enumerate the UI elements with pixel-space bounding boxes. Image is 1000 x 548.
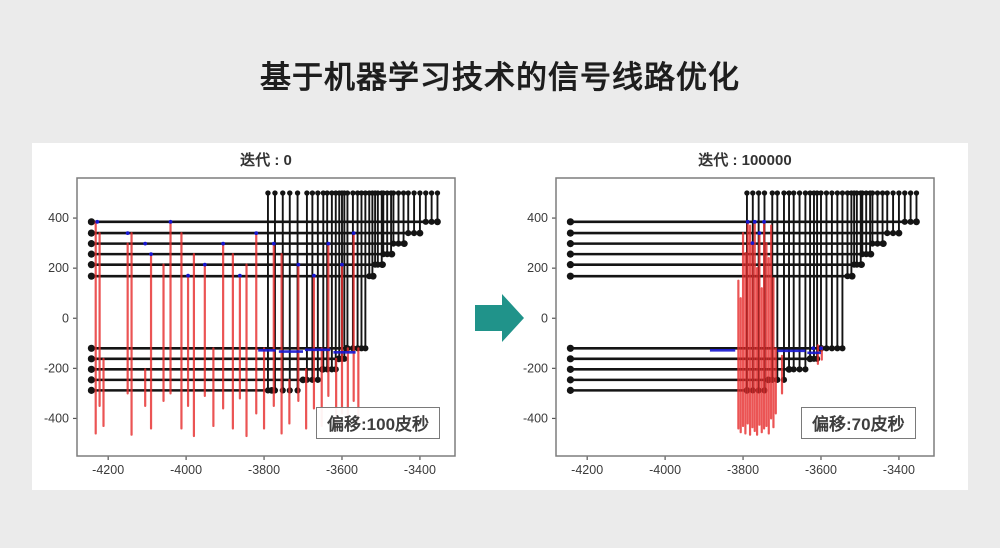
svg-text:-4000: -4000 [170,463,202,477]
svg-text:-4000: -4000 [649,463,681,477]
svg-text:200: 200 [527,261,548,275]
svg-text:-3800: -3800 [727,463,759,477]
svg-text:-4200: -4200 [571,463,603,477]
svg-text:-3600: -3600 [805,463,837,477]
svg-text:400: 400 [527,211,548,225]
svg-text:-3800: -3800 [248,463,280,477]
arrow-right-icon [473,290,528,346]
svg-text:-3400: -3400 [883,463,915,477]
offset-annotation-left: 偏移:100皮秒 [316,407,441,439]
svg-text:0: 0 [541,311,548,325]
chart-iteration-100000: -4200 -4000 -3800 -3600 -3400 400 200 0 -200 -400 [523,177,935,477]
chart-title-iteration-100000: 迭代 : 100000 [698,152,792,169]
svg-text:400: 400 [48,211,69,225]
page-title: 基于机器学习技术的信号线路优化 [260,60,740,95]
svg-text:-200: -200 [523,361,548,375]
svg-text:0: 0 [62,311,69,325]
svg-text:-3400: -3400 [404,463,436,477]
svg-text:-200: -200 [44,361,69,375]
chart-title-iteration-0: 迭代 : 0 [240,152,292,169]
chart-iteration-0: -4200 -4000 -3800 -3600 -3400 400 200 0 -200 -400 [44,177,456,477]
svg-text:-400: -400 [523,411,548,425]
offset-annotation-right: 偏移:70皮秒 [801,407,916,439]
svg-text:-4200: -4200 [92,463,124,477]
svg-text:-400: -400 [44,411,69,425]
svg-text:200: 200 [48,261,69,275]
svg-text:-3600: -3600 [326,463,358,477]
